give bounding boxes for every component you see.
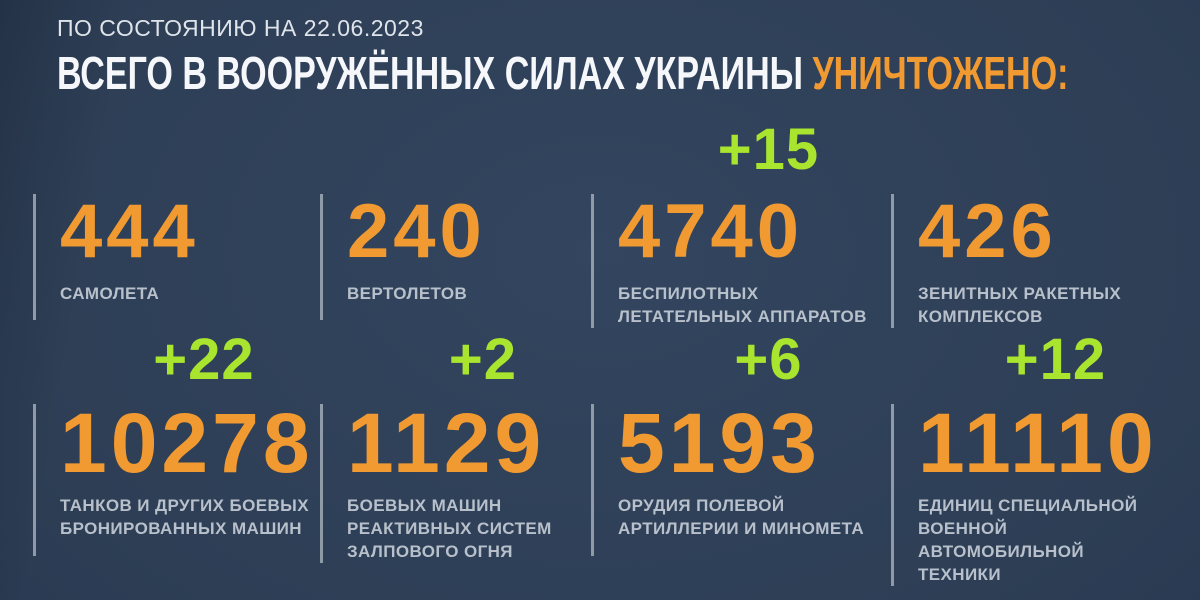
stat-caption: САМОЛЕТА — [60, 284, 160, 303]
stat-caption: ОРУДИЯ ПОЛЕВОЙ АРТИЛЛЕРИИ И МИНОМЕТА — [618, 496, 865, 538]
stat-value: 4740 — [618, 189, 804, 274]
stat-body: 5193 ОРУДИЯ ПОЛЕВОЙ АРТИЛЛЕРИИ И МИНОМЕТ… — [591, 396, 891, 556]
stat-caption: ЕДИНИЦ СПЕЦИАЛЬНОЙ ВОЕННОЙ АВТОМОБИЛЬНОЙ… — [918, 496, 1138, 584]
date-line: ПО СОСТОЯНИЮ НА 22.06.2023 — [57, 15, 424, 41]
stat-caption: ТАНКОВ И ДРУГИХ БОЕВЫХ БРОНИРОВАННЫХ МАШ… — [60, 496, 309, 538]
stats-grid: 444 САМОЛЕТА 240 ВЕРТОЛЕТОВ +15 4740 БЕС… — [33, 118, 1200, 586]
delta-badge — [320, 118, 591, 180]
stat-body: 11110 ЕДИНИЦ СПЕЦИАЛЬНОЙ ВОЕННОЙ АВТОМОБ… — [891, 396, 1165, 586]
stat-block: 426 ЗЕНИТНЫХ РАКЕТНЫХ КОМПЛЕКСОВ — [891, 118, 1165, 328]
stat-body: 1129 БОЕВЫХ МАШИН РЕАКТИВНЫХ СИСТЕМ ЗАЛП… — [320, 396, 591, 563]
stat-caption: БЕСПИЛОТНЫХ ЛЕТАТЕЛЬНЫХ АППАРАТОВ — [618, 284, 867, 326]
stat-value: 426 — [918, 189, 1057, 274]
stat-value: 240 — [347, 189, 486, 274]
stat-block: +6 5193 ОРУДИЯ ПОЛЕВОЙ АРТИЛЛЕРИИ И МИНО… — [591, 328, 891, 586]
page-title: ВСЕГО В ВООРУЖЁННЫХ СИЛАХ УКРАИНЫ УНИЧТО… — [57, 47, 1068, 99]
stat-block: +22 10278 ТАНКОВ И ДРУГИХ БОЕВЫХ БРОНИРО… — [33, 328, 320, 586]
stat-block: 240 ВЕРТОЛЕТОВ — [320, 118, 591, 328]
stat-caption: БОЕВЫХ МАШИН РЕАКТИВНЫХ СИСТЕМ ЗАЛПОВОГО… — [347, 496, 552, 561]
stat-block: +12 11110 ЕДИНИЦ СПЕЦИАЛЬНОЙ ВОЕННОЙ АВТ… — [891, 328, 1165, 586]
stat-block: +15 4740 БЕСПИЛОТНЫХ ЛЕТАТЕЛЬНЫХ АППАРАТ… — [591, 118, 891, 328]
delta-badge: +6 — [734, 327, 803, 392]
stat-body: 10278 ТАНКОВ И ДРУГИХ БОЕВЫХ БРОНИРОВАНН… — [33, 396, 320, 556]
stat-body: 426 ЗЕНИТНЫХ РАКЕТНЫХ КОМПЛЕКСОВ — [891, 194, 1165, 328]
stat-block: +2 1129 БОЕВЫХ МАШИН РЕАКТИВНЫХ СИСТЕМ З… — [320, 328, 591, 586]
delta-badge: +22 — [153, 327, 255, 392]
delta-badge: +2 — [448, 327, 518, 392]
delta-badge: +15 — [717, 117, 820, 182]
stat-caption: ВЕРТОЛЕТОВ — [347, 284, 468, 303]
title-accent: УНИЧТОЖЕНО: — [812, 47, 1069, 99]
title-main: ВСЕГО В ВООРУЖЁННЫХ СИЛАХ УКРАИНЫ — [57, 47, 804, 99]
stat-value: 444 — [60, 189, 199, 274]
delta-badge: +12 — [1004, 327, 1107, 392]
stat-value: 11110 — [918, 396, 1158, 490]
stat-caption: ЗЕНИТНЫХ РАКЕТНЫХ КОМПЛЕКСОВ — [918, 284, 1122, 326]
stat-body: 4740 БЕСПИЛОТНЫХ ЛЕТАТЕЛЬНЫХ АППАРАТОВ — [591, 194, 891, 328]
delta-badge — [891, 118, 1165, 180]
stat-block: 444 САМОЛЕТА — [33, 118, 320, 328]
stat-value: 5193 — [618, 396, 821, 490]
stat-value: 1129 — [347, 396, 546, 490]
delta-badge — [33, 118, 320, 180]
stat-body: 444 САМОЛЕТА — [33, 194, 320, 320]
stat-body: 240 ВЕРТОЛЕТОВ — [320, 194, 591, 320]
stat-value: 10278 — [60, 396, 314, 490]
